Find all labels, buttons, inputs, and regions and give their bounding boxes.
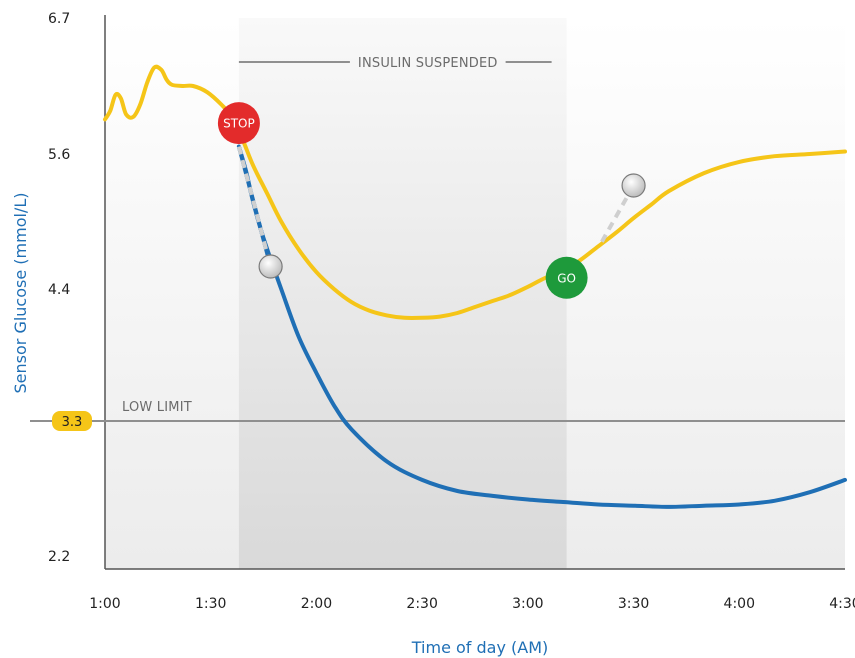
x-tick-label: 4:00 <box>724 596 755 612</box>
x-tick-label: 1:00 <box>89 596 120 612</box>
marker-layer: STOP GO <box>217 102 646 299</box>
go-marker <box>545 256 588 299</box>
x-tick-label: 3:30 <box>618 596 649 612</box>
x-axis-title: Time of day (AM) <box>411 638 549 657</box>
insulin-suspended-label: INSULIN SUSPENDED <box>358 56 498 71</box>
low-limit-badge-text: 3.3 <box>62 415 83 430</box>
x-tick-label: 3:00 <box>512 596 543 612</box>
predicted-glucose-point <box>621 173 646 198</box>
y-tick-label: 6.7 <box>48 11 70 27</box>
sensor-glucose-line <box>103 64 847 321</box>
prediction-dashed-line <box>236 146 273 268</box>
prediction-dashed-line <box>600 184 636 243</box>
x-tick-label: 2:00 <box>301 596 332 612</box>
y-tick-labels: 6.7 5.6 4.4 2.2 <box>48 11 70 565</box>
predicted-glucose-point <box>258 254 283 279</box>
low-limit-badge <box>52 411 92 431</box>
x-tick-label: 4:30 <box>829 596 855 612</box>
x-tick-label: 2:30 <box>406 596 437 612</box>
y-tick-label: 5.6 <box>48 147 70 163</box>
go-marker-label: GO <box>557 271 576 285</box>
y-tick-label: 2.2 <box>48 549 70 565</box>
y-tick-label: 4.4 <box>48 282 70 298</box>
y-axis-title: Sensor Glucose (mmol/L) <box>11 193 30 394</box>
x-tick-labels: 1:00 1:30 2:00 2:30 3:00 3:30 4:00 4:30 <box>89 596 855 612</box>
x-tick-label: 1:30 <box>195 596 226 612</box>
stop-marker-label: STOP <box>223 117 255 131</box>
low-limit-label: LOW LIMIT <box>122 400 192 415</box>
stop-marker <box>217 102 260 145</box>
